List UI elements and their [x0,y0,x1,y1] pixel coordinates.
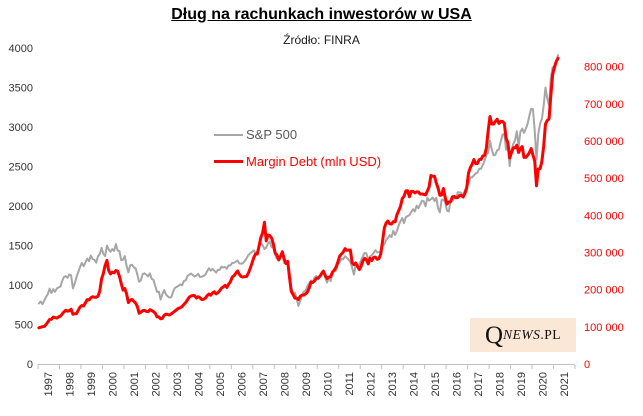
x-axis-label: 2018 [494,372,506,396]
left-axis-label: 3500 [9,83,33,95]
x-axis-label: 1998 [65,372,77,396]
margin-debt-legend-label: Margin Debt (mln USD) [246,154,382,169]
legend-item-margin-debt: Margin Debt (mln USD) [214,148,381,175]
x-axis-label: 2014 [408,372,420,396]
right-axis-label: 400 000 [584,210,624,222]
left-axis-label: 1000 [9,280,33,292]
legend: S&P 500 Margin Debt (mln USD) [214,121,381,175]
left-axis-label: 1500 [9,241,33,253]
x-axis-label: 2001 [129,372,141,396]
chart-subtitle: Źródło: FINRA [283,33,360,47]
x-axis-label: 2011 [344,372,356,396]
sp500-series-line [37,54,559,307]
x-axis-label: 1997 [43,372,55,396]
sp500-legend-label: S&P 500 [246,127,298,142]
x-axis-label: 2004 [194,372,206,396]
x-axis-label: 2013 [387,372,399,396]
x-axis-label: 2019 [516,372,528,396]
x-axis-label: 2020 [537,372,549,396]
qnews-logo-q: Q [485,321,504,349]
margin-debt-line-swatch [214,160,243,163]
right-axis-label: 200 000 [584,285,624,297]
x-axis-label: 2005 [215,372,227,396]
x-axis-label: 2021 [559,372,571,396]
qnews-logo-pl: .PL [540,327,561,342]
x-axis-label: 2012 [365,372,377,396]
x-axis-label: 2000 [108,372,120,396]
left-axis-label: 2000 [9,201,33,213]
x-axis-label: 2003 [172,372,184,396]
legend-item-sp500: S&P 500 [214,121,381,148]
x-axis-label: 2002 [151,372,163,396]
x-axis-label: 2017 [473,372,485,396]
sp500-line-swatch [214,133,243,136]
right-axis-label: 700 000 [584,99,624,111]
left-axis-label: 3000 [9,122,33,134]
x-axis-label: 2016 [451,372,463,396]
right-axis-label: 500 000 [584,173,624,185]
x-axis-label: 2006 [237,372,249,396]
x-axis-label: 2007 [258,372,270,396]
right-axis-label: 800 000 [584,62,624,74]
right-axis-label: 100 000 [584,322,624,334]
x-axis-label: 2010 [322,372,334,396]
x-axis-label: 2008 [280,372,292,396]
x-axis-label: 1999 [86,372,98,396]
left-axis-label: 2500 [9,162,33,174]
left-axis-label: 4000 [9,43,33,55]
margin-debt-series-line [37,56,560,330]
left-axis-label: 0 [27,359,33,371]
x-axis-label: 2015 [430,372,442,396]
right-axis-label: 600 000 [584,136,624,148]
right-axis-label: 0 [584,359,590,371]
x-axis-label: 2009 [301,372,313,396]
qnews-logo-news: NEWS [503,327,541,342]
left-axis-label: 500 [15,320,33,332]
chart-title: Dług na rachunkach inwestorów w USA [171,6,472,23]
qnews-logo: Q NEWS .PL [470,318,576,352]
right-axis-label: 300 000 [584,247,624,259]
